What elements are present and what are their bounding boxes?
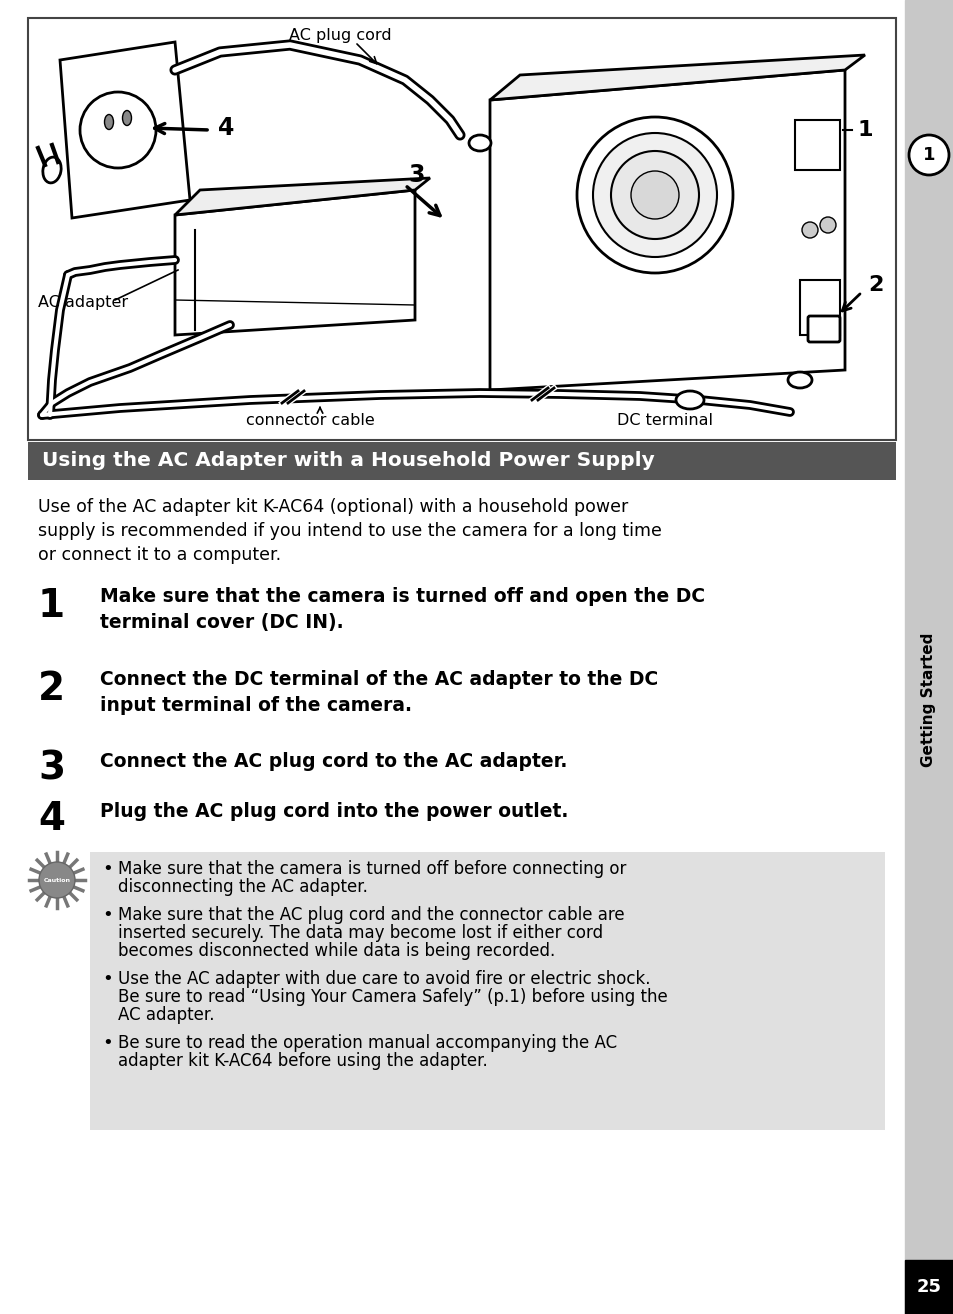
Ellipse shape [787,372,811,388]
Polygon shape [490,55,864,100]
Text: AC adapter: AC adapter [38,296,128,310]
Text: AC adapter.: AC adapter. [118,1007,214,1024]
Bar [28,442,895,480]
Text: or connect it to a computer.: or connect it to a computer. [38,547,281,564]
Text: adapter kit K-AC64 before using the adapter.: adapter kit K-AC64 before using the adap… [118,1053,487,1070]
Text: Use of the AC adapter kit K-AC64 (optional) with a household power: Use of the AC adapter kit K-AC64 (option… [38,498,628,516]
Text: Using the AC Adapter with a Household Power Supply: Using the AC Adapter with a Household Po… [42,452,654,470]
Text: connector cable: connector cable [245,413,374,428]
Text: AC plug cord: AC plug cord [289,28,391,43]
Bar [794,120,840,170]
Text: •: • [102,859,112,878]
Polygon shape [490,70,844,390]
Text: Getting Started: Getting Started [921,633,936,767]
Circle shape [820,217,835,233]
Circle shape [908,135,948,175]
Text: inserted securely. The data may become lost if either cord: inserted securely. The data may become l… [118,924,602,942]
Text: Be sure to read “Using Your Camera Safely” (p.1) before using the: Be sure to read “Using Your Camera Safel… [118,988,667,1007]
Bar [904,0,953,1314]
Bar [800,280,840,335]
Polygon shape [174,191,415,335]
Bar [904,1260,953,1314]
Circle shape [801,222,817,238]
Ellipse shape [105,114,113,130]
Text: Make sure that the camera is turned off and open the DC: Make sure that the camera is turned off … [100,587,704,606]
Circle shape [80,92,156,168]
Text: Connect the AC plug cord to the AC adapter.: Connect the AC plug cord to the AC adapt… [100,752,567,771]
Text: 1: 1 [38,587,65,625]
Text: 4: 4 [218,116,234,141]
Bar [28,18,895,440]
Text: 3: 3 [408,163,424,187]
Text: •: • [102,1034,112,1053]
Ellipse shape [122,110,132,126]
Text: Be sure to read the operation manual accompanying the AC: Be sure to read the operation manual acc… [118,1034,617,1053]
Circle shape [630,171,679,219]
Text: •: • [102,970,112,988]
Text: becomes disconnected while data is being recorded.: becomes disconnected while data is being… [118,942,555,961]
Ellipse shape [676,392,703,409]
Polygon shape [174,177,430,215]
Text: Use the AC adapter with due care to avoid fire or electric shock.: Use the AC adapter with due care to avoi… [118,970,650,988]
FancyBboxPatch shape [807,315,840,342]
Text: disconnecting the AC adapter.: disconnecting the AC adapter. [118,878,368,896]
Ellipse shape [43,158,61,183]
Circle shape [39,862,75,897]
Ellipse shape [469,135,491,151]
Text: supply is recommended if you intend to use the camera for a long time: supply is recommended if you intend to u… [38,522,661,540]
Text: 4: 4 [38,800,65,838]
Polygon shape [60,42,190,218]
Circle shape [593,133,717,258]
Text: 3: 3 [38,750,65,788]
Text: terminal cover (DC IN).: terminal cover (DC IN). [100,614,343,632]
Text: Caution: Caution [44,878,71,883]
Text: Plug the AC plug cord into the power outlet.: Plug the AC plug cord into the power out… [100,802,568,821]
Text: 2: 2 [38,670,65,708]
Text: DC terminal: DC terminal [617,413,712,428]
Text: •: • [102,905,112,924]
Bar [90,851,884,1130]
Text: Make sure that the AC plug cord and the connector cable are: Make sure that the AC plug cord and the … [118,905,624,924]
Text: Connect the DC terminal of the AC adapter to the DC: Connect the DC terminal of the AC adapte… [100,670,658,689]
Text: 25: 25 [916,1279,941,1296]
Text: 2: 2 [867,275,882,296]
Text: 1: 1 [857,120,873,141]
Text: Make sure that the camera is turned off before connecting or: Make sure that the camera is turned off … [118,859,626,878]
Circle shape [610,151,699,239]
Text: 1: 1 [922,146,934,164]
Text: input terminal of the camera.: input terminal of the camera. [100,696,412,715]
Circle shape [577,117,732,273]
